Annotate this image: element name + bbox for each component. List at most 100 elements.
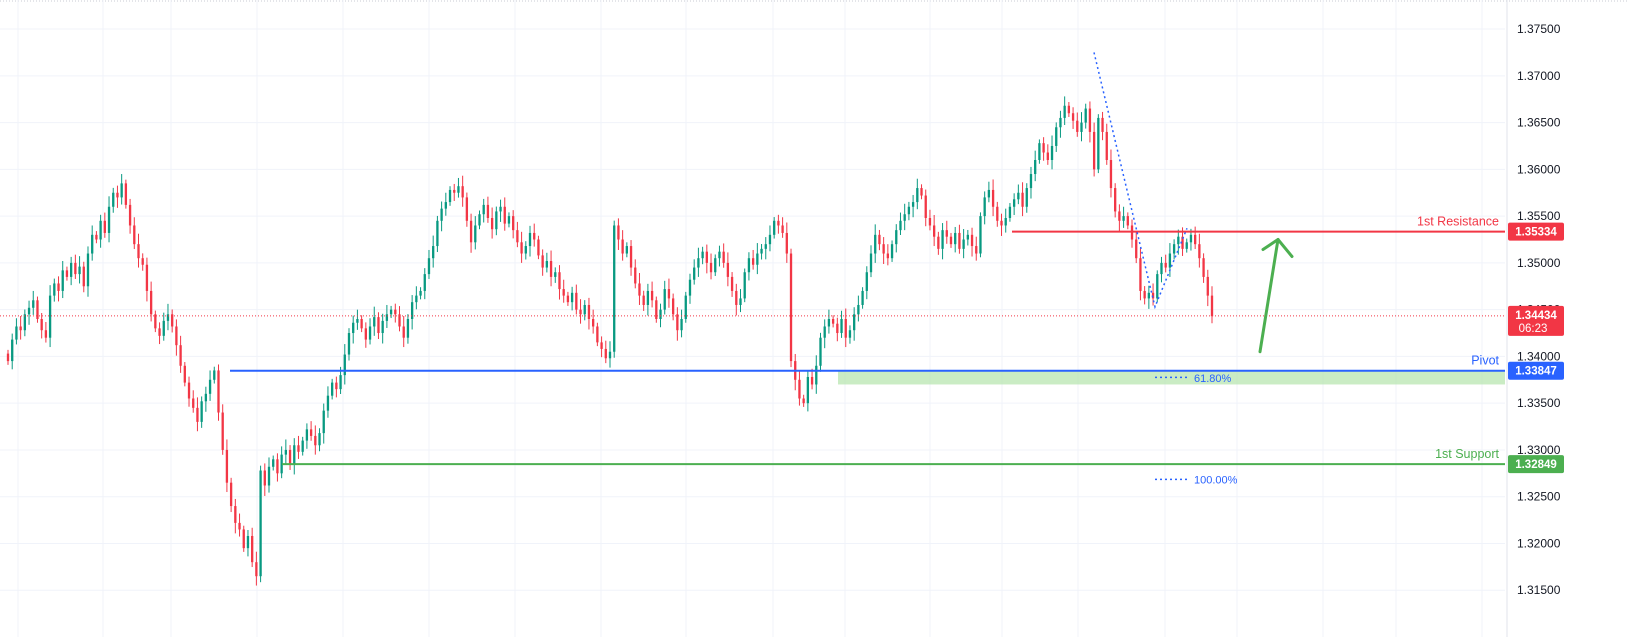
candle[interactable] — [1097, 114, 1100, 174]
candle[interactable] — [600, 336, 603, 358]
candle[interactable] — [373, 306, 376, 336]
candle[interactable] — [1034, 150, 1037, 182]
candle[interactable] — [810, 368, 814, 390]
candle[interactable] — [280, 446, 283, 479]
candle[interactable] — [1084, 103, 1087, 129]
candle[interactable] — [284, 439, 288, 464]
candle[interactable] — [537, 235, 540, 260]
candle[interactable] — [461, 175, 464, 207]
candle[interactable] — [958, 224, 961, 254]
candle[interactable] — [448, 186, 452, 206]
candle[interactable] — [566, 291, 570, 306]
candle[interactable] — [1194, 226, 1197, 250]
candle[interactable] — [583, 300, 586, 321]
candle[interactable] — [634, 259, 637, 289]
candle[interactable] — [478, 210, 481, 230]
candle[interactable] — [267, 457, 271, 493]
candle[interactable] — [743, 268, 746, 303]
candle[interactable] — [777, 214, 780, 234]
candle[interactable] — [1202, 253, 1205, 283]
price-axis[interactable]: 1.37500 1.37000 1.36500 1.36000 1.35500 1.350… — [1506, 0, 1564, 637]
candle[interactable] — [1038, 139, 1041, 164]
candle[interactable] — [684, 291, 687, 323]
candle[interactable] — [1143, 286, 1146, 305]
candle[interactable] — [1088, 101, 1092, 143]
candle[interactable] — [469, 213, 473, 253]
candle[interactable] — [32, 290, 35, 315]
candle[interactable] — [806, 371, 810, 412]
candle[interactable] — [187, 376, 191, 407]
candle[interactable] — [726, 252, 730, 287]
candle[interactable] — [293, 438, 296, 475]
candle[interactable] — [554, 267, 557, 283]
candle[interactable] — [545, 252, 549, 273]
candle[interactable] — [587, 297, 591, 330]
candle[interactable] — [592, 309, 595, 334]
candle[interactable] — [869, 245, 873, 278]
candle[interactable] — [415, 286, 418, 310]
candle[interactable] — [263, 463, 266, 496]
candle[interactable] — [145, 257, 149, 302]
candle[interactable] — [680, 309, 683, 338]
candle[interactable] — [255, 551, 258, 586]
candle[interactable] — [1126, 212, 1129, 230]
candle[interactable] — [836, 317, 839, 342]
candle[interactable] — [861, 287, 864, 309]
candle[interactable] — [1101, 111, 1104, 141]
candle[interactable] — [638, 272, 641, 305]
candle[interactable] — [945, 220, 948, 244]
candle[interactable] — [133, 217, 136, 250]
candle[interactable] — [756, 243, 759, 275]
candle[interactable] — [242, 525, 245, 552]
candle[interactable] — [549, 250, 553, 287]
candle[interactable] — [604, 340, 607, 364]
candle[interactable] — [318, 428, 321, 452]
candle[interactable] — [183, 362, 186, 387]
candle[interactable] — [996, 201, 999, 227]
candle[interactable] — [503, 197, 506, 231]
candle[interactable] — [730, 272, 734, 297]
candle[interactable] — [663, 280, 666, 315]
candle[interactable] — [482, 198, 485, 223]
candle[interactable] — [19, 316, 22, 340]
candle[interactable] — [217, 364, 220, 421]
candle[interactable] — [356, 309, 359, 330]
candle[interactable] — [857, 295, 860, 322]
candle[interactable] — [760, 243, 763, 260]
candle[interactable] — [474, 216, 477, 250]
candle[interactable] — [932, 214, 936, 247]
candle[interactable] — [1168, 243, 1172, 277]
candle[interactable] — [1055, 122, 1058, 152]
candle[interactable] — [1080, 112, 1083, 142]
candle[interactable] — [781, 217, 784, 238]
candle[interactable] — [954, 226, 957, 253]
candle[interactable] — [1164, 254, 1167, 273]
candle[interactable] — [36, 296, 39, 323]
candle[interactable] — [907, 201, 911, 221]
candle[interactable] — [419, 287, 422, 300]
candle[interactable] — [524, 241, 527, 260]
candle[interactable] — [823, 319, 826, 349]
candle[interactable] — [53, 278, 56, 302]
candle[interactable] — [1109, 149, 1113, 198]
candle[interactable] — [141, 253, 144, 271]
candle[interactable] — [330, 378, 334, 400]
candle[interactable] — [377, 312, 380, 340]
candle[interactable] — [65, 266, 69, 281]
candle[interactable] — [865, 266, 868, 300]
candle[interactable] — [575, 284, 578, 315]
candle[interactable] — [688, 273, 692, 304]
candle[interactable] — [251, 527, 254, 568]
candle[interactable] — [844, 308, 847, 348]
candle[interactable] — [112, 187, 115, 213]
candle[interactable] — [335, 376, 338, 398]
candle[interactable] — [937, 231, 940, 255]
candle[interactable] — [1029, 166, 1033, 199]
candle[interactable] — [175, 319, 178, 356]
candle[interactable] — [1076, 112, 1079, 137]
candle[interactable] — [516, 221, 519, 248]
candle[interactable] — [107, 196, 111, 243]
candle[interactable] — [1139, 247, 1142, 301]
candle[interactable] — [124, 179, 128, 209]
candle[interactable] — [326, 386, 330, 418]
